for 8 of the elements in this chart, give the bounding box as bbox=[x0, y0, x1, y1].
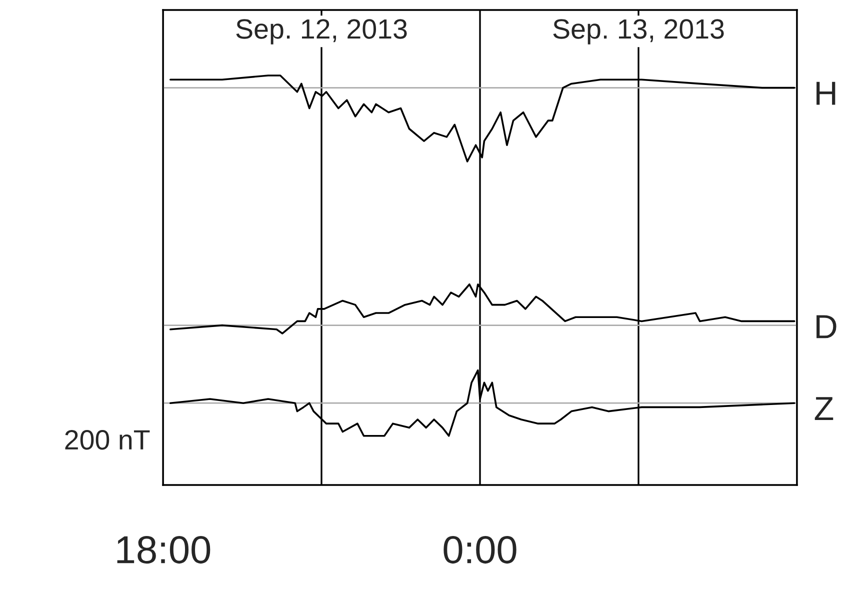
series-label: H bbox=[816, 82, 836, 105]
text: Sep. 13, 2013 bbox=[553, 19, 724, 44]
text: 200 nT bbox=[65, 430, 150, 450]
x-tick-label: 18:00 bbox=[117, 536, 210, 564]
series-label: D bbox=[816, 315, 836, 338]
text: Sep. 12, 2013 bbox=[236, 19, 407, 44]
x-tick-label: 0:00 bbox=[444, 536, 516, 564]
series-label: Z bbox=[814, 397, 834, 420]
